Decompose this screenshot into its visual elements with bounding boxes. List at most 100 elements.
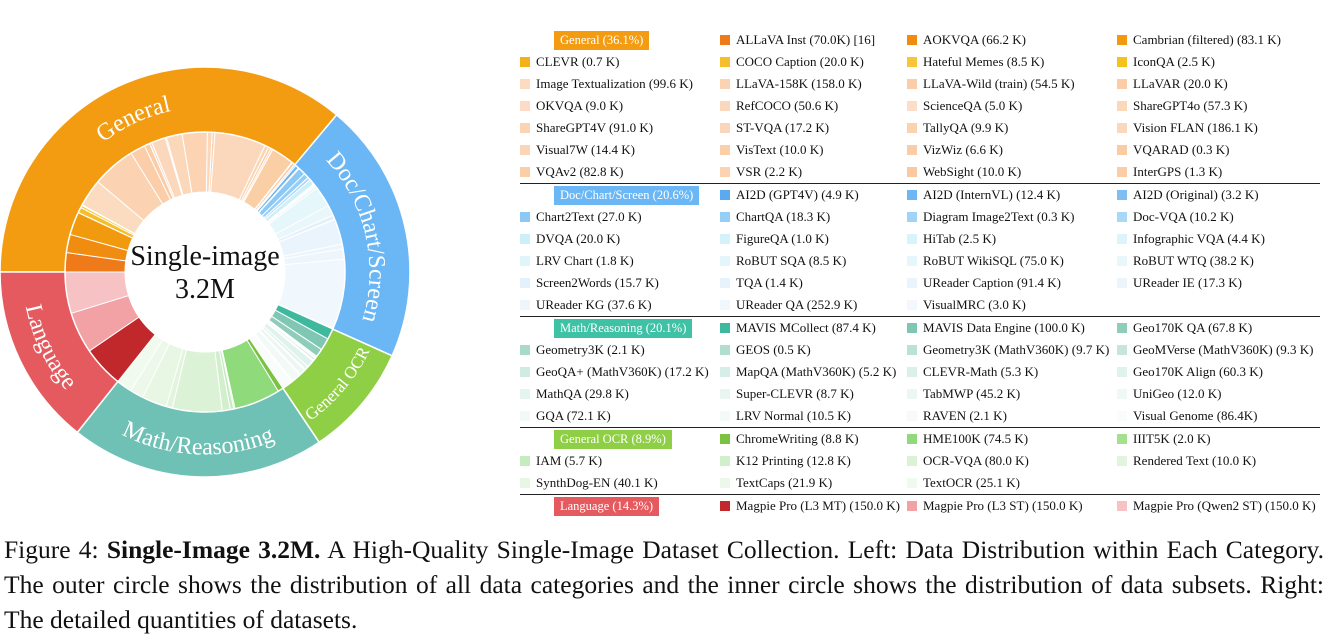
legend-swatch [907,367,917,377]
legend-swatch [907,411,917,421]
table-section: General (36.1%) ALLaVA Inst (70.0K) [16] A… [520,29,1320,184]
dataset-label: AI2D (InternVL) (12.4 K) [923,187,1061,202]
legend-swatch [520,145,530,155]
table-section: Language (14.3%) Magpie Pro (L3 MT) (150.… [520,495,1320,517]
dataset-label: ChromeWriting (8.8 K) [736,431,859,446]
dataset-item: ShareGPT4o (57.3 K) [1117,98,1314,114]
dataset-label: VisualMRC (3.0 K) [923,297,1026,312]
dataset-label: AI2D (Original) (3.2 K) [1133,187,1259,202]
legend-swatch [720,345,730,355]
dataset-item: Hateful Memes (8.5 K) [907,54,1117,70]
dataset-item: LLaVA-158K (158.0 K) [720,76,907,92]
dataset-item: UReader KG (37.6 K) [520,297,720,313]
dataset-item: Visual7W (14.4 K) [520,142,720,158]
section-header: General (36.1%) [554,30,650,50]
dataset-label: Hateful Memes (8.5 K) [923,54,1045,69]
section-header: Doc/Chart/Screen (20.6%) [554,185,700,205]
dataset-item: WebSight (10.0 K) [907,164,1117,180]
table-row: Language (14.3%) Magpie Pro (L3 MT) (150.… [520,495,1320,517]
legend-swatch [720,101,730,111]
dataset-label: Visual Genome (86.4K) [1133,408,1258,423]
dataset-item: TabMWP (45.2 K) [907,386,1117,402]
legend-swatch [520,234,530,244]
dataset-label: RAVEN (2.1 K) [923,408,1007,423]
dataset-item: ST-VQA (17.2 K) [720,120,907,136]
legend-swatch [907,345,917,355]
table-row: OKVQA (9.0 K) RefCOCO (50.6 K) ScienceQA (… [520,95,1320,117]
legend-swatch [907,278,917,288]
dataset-item: ScienceQA (5.0 K) [907,98,1117,114]
legend-swatch [720,300,730,310]
dataset-item: GQA (72.1 K) [520,408,720,424]
dataset-item: IIIT5K (2.0 K) [1117,431,1314,447]
dataset-item: Chart2Text (27.0 K) [520,209,720,225]
dataset-label: MapQA (MathV360K) (5.2 K) [736,364,897,379]
dataset-item: UniGeo (12.0 K) [1117,386,1314,402]
dataset-item: UReader IE (17.3 K) [1117,275,1314,291]
dataset-item: FigureQA (1.0 K) [720,231,907,247]
dataset-label: MAVIS MCollect (87.4 K) [736,320,876,335]
dataset-item: Diagram Image2Text (0.3 K) [907,209,1117,225]
dataset-label: ST-VQA (17.2 K) [736,120,830,135]
legend-swatch [720,145,730,155]
outer-wedge-0 [0,66,338,273]
dataset-item: Screen2Words (15.7 K) [520,275,720,291]
dataset-label: TextOCR (25.1 K) [923,475,1020,490]
table-row: GQA (72.1 K) LRV Normal (10.5 K) RAVEN (2.… [520,405,1320,427]
legend-swatch [720,79,730,89]
table-row: ShareGPT4V (91.0 K) ST-VQA (17.2 K) TallyQ… [520,117,1320,139]
dataset-item: TextCaps (21.9 K) [720,475,907,491]
dataset-item: Geometry3K (2.1 K) [520,342,720,358]
legend-swatch [520,345,530,355]
dataset-item: IAM (5.7 K) [520,453,720,469]
legend-swatch [1117,234,1127,244]
dataset-item: ChromeWriting (8.8 K) [720,431,907,447]
legend-swatch [520,367,530,377]
table-section: Doc/Chart/Screen (20.6%) AI2D (GPT4V) (4.… [520,184,1320,317]
legend-swatch [520,167,530,177]
dataset-label: RoBUT SQA (8.5 K) [736,253,847,268]
dataset-item: Geometry3K (MathV360K) (9.7 K) [907,342,1117,358]
dataset-label: DVQA (20.0 K) [536,231,621,246]
dataset-item: Geo170K Align (60.3 K) [1117,364,1314,380]
dataset-label: Geometry3K (MathV360K) (9.7 K) [923,342,1110,357]
dataset-item: ShareGPT4V (91.0 K) [520,120,720,136]
dataset-label: Diagram Image2Text (0.3 K) [923,209,1075,224]
legend-swatch [1117,367,1127,377]
dataset-label: ShareGPT4V (91.0 K) [536,120,654,135]
legend-swatch [1117,212,1127,222]
dataset-label: Geometry3K (2.1 K) [536,342,645,357]
table-row: IAM (5.7 K) K12 Printing (12.8 K) OCR-VQA … [520,450,1320,472]
dataset-label: VSR (2.2 K) [736,164,803,179]
legend-swatch [1117,456,1127,466]
legend-swatch [520,57,530,67]
dataset-item: LLaVAR (20.0 K) [1117,76,1314,92]
dataset-label: ALLaVA Inst (70.0K) [16] [736,32,876,47]
table-row: General OCR (8.9%) ChromeWriting (8.8 K) H… [520,428,1320,450]
dataset-label: Doc-VQA (10.2 K) [1133,209,1234,224]
legend-swatch [907,300,917,310]
legend-swatch [907,434,917,444]
dataset-label: AOKVQA (66.2 K) [923,32,1026,47]
dataset-label: WebSight (10.0 K) [923,164,1022,179]
legend-swatch [520,101,530,111]
dataset-label: InterGPS (1.3 K) [1133,164,1223,179]
legend-swatch [1117,501,1127,511]
dataset-item: Super-CLEVR (8.7 K) [720,386,907,402]
dataset-label: GQA (72.1 K) [536,408,611,423]
dataset-label: TallyQA (9.9 K) [923,120,1009,135]
table-row: Screen2Words (15.7 K) TQA (1.4 K) UReader … [520,272,1320,294]
dataset-label: GEOS (0.5 K) [736,342,811,357]
legend-swatch [1117,389,1127,399]
legend-swatch [720,234,730,244]
dataset-label: LRV Normal (10.5 K) [736,408,851,423]
legend-swatch [1117,167,1127,177]
dataset-item: OKVQA (9.0 K) [520,98,720,114]
legend-swatch [907,478,917,488]
legend-swatch [520,478,530,488]
dataset-item: Image Textualization (99.6 K) [520,76,720,92]
dataset-item: VSR (2.2 K) [720,164,907,180]
dataset-item: MAVIS Data Engine (100.0 K) [907,320,1117,336]
legend-swatch [520,411,530,421]
legend-swatch [520,256,530,266]
